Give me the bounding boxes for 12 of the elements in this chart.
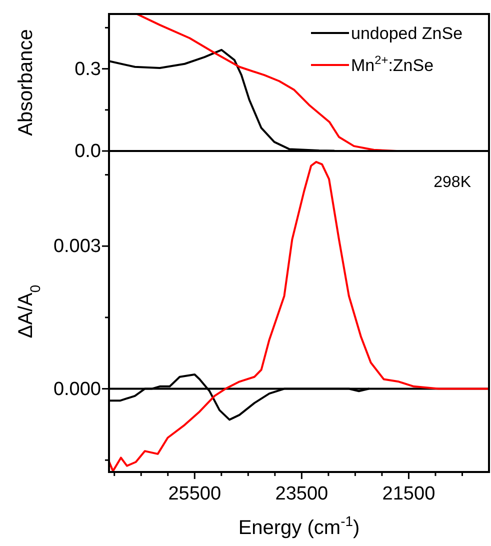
x-axis-title: Energy (cm$^{-1}$) xyxy=(238,513,360,539)
legend-label: undoped ZnSe xyxy=(351,24,463,43)
x-tick-label: 21500 xyxy=(382,483,436,504)
x-tick-label: 23500 xyxy=(275,483,328,504)
y-tick-label: 0.3 xyxy=(74,58,101,80)
annotation: 298K xyxy=(434,174,472,191)
y-tick-label: 0.0 xyxy=(74,141,101,162)
y-axis-title: Absorbance xyxy=(15,29,37,136)
y-tick-label: 0.003 xyxy=(53,236,101,258)
x-tick-label: 25500 xyxy=(168,483,222,504)
y-tick-label: 0.000 xyxy=(53,378,101,400)
legend-label: Mn$^{2+}$:ZnSe xyxy=(351,53,434,75)
